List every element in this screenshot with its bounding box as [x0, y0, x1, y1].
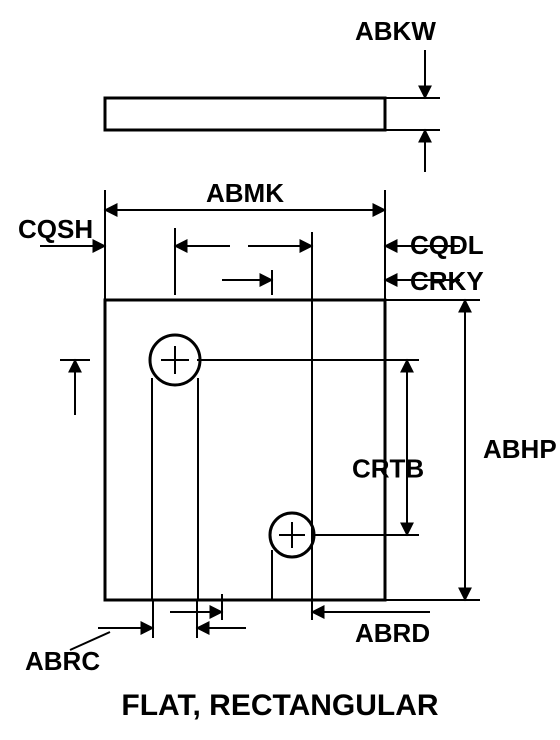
label-crky: CRKY: [410, 266, 484, 296]
label-abrc: ABRC: [25, 646, 100, 676]
label-abkw: ABKW: [355, 16, 436, 46]
label-cqsh: CQSH: [18, 214, 93, 244]
side-view-rect: [105, 98, 385, 130]
label-cqdl: CQDL: [410, 230, 484, 260]
label-abhp: ABHP: [483, 434, 557, 464]
label-crtb: CRTB: [352, 454, 424, 484]
front-view-rect: [105, 300, 385, 600]
label-abmk: ABMK: [206, 178, 284, 208]
engineering-diagram: ABKW ABMK CQSH CQDL CRKY ABHP CRTB ABRC ABRD FLAT…: [0, 0, 560, 740]
caption: FLAT, RECTANGULAR: [121, 689, 439, 722]
label-abrd: ABRD: [355, 618, 430, 648]
